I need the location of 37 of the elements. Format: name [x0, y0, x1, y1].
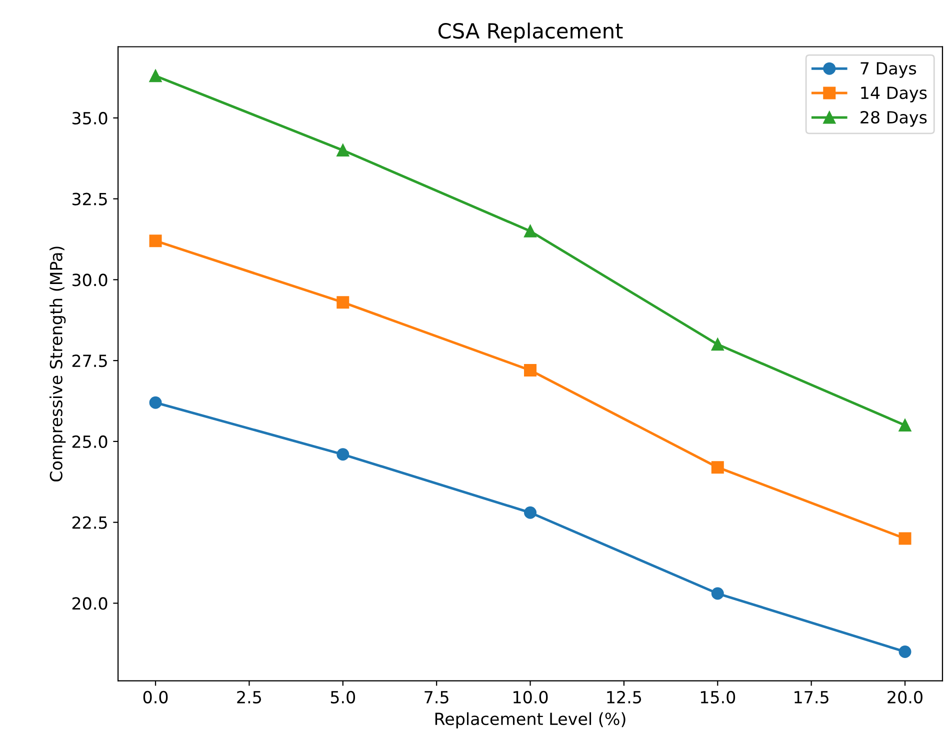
x-tick-label: 10.0 — [514, 690, 548, 704]
x-tick-label: 2.5 — [237, 690, 262, 704]
point — [898, 645, 912, 658]
x-tick-label: 12.5 — [607, 690, 642, 704]
chart-title: CSA Replacement — [438, 22, 623, 43]
x-tick-label: 17.5 — [794, 691, 828, 704]
point — [336, 448, 350, 461]
point — [524, 364, 537, 377]
y-tick-label: 30.0 — [72, 274, 108, 286]
point — [149, 70, 162, 82]
point — [711, 587, 724, 600]
point — [149, 234, 162, 248]
point — [711, 461, 724, 474]
point — [898, 532, 912, 545]
y-axis-title: Compressive Strength (MPa) — [50, 246, 66, 482]
x-tick-label: 15.0 — [700, 690, 736, 704]
point — [336, 296, 350, 309]
point — [898, 419, 912, 432]
point — [524, 224, 537, 238]
legend-label: 14 Days — [861, 86, 927, 102]
point — [524, 506, 537, 519]
y-tick-label: 22.5 — [72, 516, 107, 529]
y-tick-label: 35.0 — [72, 112, 108, 124]
x-tick-label: 5.0 — [330, 690, 356, 704]
legend-label: 28 Days — [860, 110, 927, 127]
point — [711, 338, 724, 351]
x-tick-label: 7.5 — [424, 691, 448, 704]
point — [149, 396, 162, 409]
y-tick-label: 32.5 — [72, 192, 107, 206]
x-tick-label: 20.0 — [888, 690, 922, 704]
y-tick-label: 20.0 — [72, 597, 108, 610]
y-tick-label: 25.0 — [72, 435, 108, 448]
y-tick-label: 27.5 — [72, 354, 107, 368]
x-tick-label: 0.0 — [143, 690, 168, 704]
x-axis-title: Replacement Level (%) — [435, 712, 626, 728]
legend-label: 7 Days — [860, 62, 916, 78]
point — [336, 144, 350, 157]
